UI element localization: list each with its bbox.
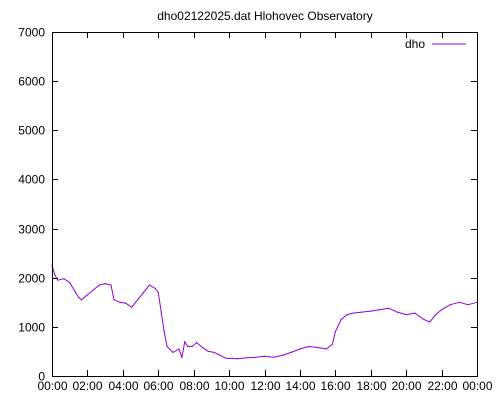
y-tick-label: 0 xyxy=(38,370,45,384)
data-point xyxy=(178,348,180,350)
data-point xyxy=(104,283,106,285)
y-tick-label: 7000 xyxy=(18,26,45,40)
data-point xyxy=(92,289,94,291)
data-point xyxy=(414,312,416,314)
x-tick-label: 04:00 xyxy=(108,379,138,393)
data-point xyxy=(370,310,372,312)
data-point xyxy=(142,291,145,294)
data-point xyxy=(429,321,431,323)
x-tick-label: 02:00 xyxy=(72,379,102,393)
data-point xyxy=(225,357,227,359)
x-tick-label: 18:00 xyxy=(356,379,386,393)
data-point xyxy=(191,345,193,348)
data-point xyxy=(54,274,56,276)
data-point xyxy=(119,301,121,303)
x-tick-label: 22:00 xyxy=(427,379,457,393)
data-point xyxy=(219,354,221,356)
data-point xyxy=(263,355,266,357)
data-point xyxy=(340,318,342,321)
x-tick-label: 14:00 xyxy=(285,379,315,393)
legend-label: dho xyxy=(405,37,425,51)
data-point xyxy=(98,284,100,286)
data-point xyxy=(387,307,390,309)
plot-area xyxy=(51,264,478,360)
series-line-dho xyxy=(51,265,478,360)
y-tick-label: 6000 xyxy=(18,75,45,89)
chart-title: dho02122025.dat Hlohovec Observatory xyxy=(157,9,372,23)
data-point xyxy=(346,314,348,316)
data-point xyxy=(331,343,333,345)
data-point xyxy=(352,312,354,314)
y-tick-label: 1000 xyxy=(18,321,45,335)
data-point xyxy=(196,342,198,344)
data-point xyxy=(334,331,336,333)
data-point xyxy=(299,348,301,350)
data-point xyxy=(57,279,59,281)
data-point xyxy=(125,302,127,304)
data-point xyxy=(184,341,186,343)
y-tick-label: 5000 xyxy=(18,124,45,138)
data-point xyxy=(166,345,168,348)
data-point xyxy=(308,345,310,348)
data-point xyxy=(110,284,112,286)
data-point xyxy=(213,351,215,353)
data-point xyxy=(154,287,156,290)
data-point xyxy=(63,278,65,280)
data-point xyxy=(467,304,469,306)
x-tick-label: 10:00 xyxy=(214,379,244,393)
data-point xyxy=(361,311,363,313)
data-point xyxy=(272,356,274,358)
data-point xyxy=(317,346,319,349)
data-point xyxy=(157,291,159,294)
data-point xyxy=(325,348,328,350)
data-point xyxy=(187,345,189,348)
x-tick-label: 06:00 xyxy=(143,379,173,393)
data-point xyxy=(405,314,407,316)
data-point xyxy=(281,354,283,356)
x-tick-label: 08:00 xyxy=(179,379,209,393)
data-point xyxy=(441,309,443,311)
data-point xyxy=(237,358,239,360)
data-point xyxy=(290,351,292,353)
y-tick-label: 4000 xyxy=(18,173,45,187)
data-point xyxy=(255,356,257,358)
data-point xyxy=(160,311,162,313)
data-point xyxy=(113,299,115,301)
legend: dho xyxy=(405,37,466,51)
y-tick-label: 2000 xyxy=(18,272,45,286)
plot-frame xyxy=(52,32,478,377)
data-point xyxy=(449,304,451,306)
x-tick-label: 16:00 xyxy=(320,379,350,393)
data-point xyxy=(423,318,425,321)
data-point xyxy=(75,291,77,294)
data-point xyxy=(86,294,88,296)
data-point xyxy=(172,351,174,353)
data-point xyxy=(396,311,398,313)
x-tick-label: 00:00 xyxy=(462,379,492,393)
x-tick-label: 12:00 xyxy=(250,379,280,393)
data-point xyxy=(379,309,381,311)
y-axis: 0 1000 2000 3000 4000 5000 6000 7000 xyxy=(18,26,477,384)
data-point xyxy=(163,331,165,333)
data-point xyxy=(181,356,183,358)
data-point xyxy=(246,357,248,359)
y-tick-label: 3000 xyxy=(18,223,45,237)
data-point xyxy=(207,350,209,352)
data-point xyxy=(131,306,133,308)
x-axis: 00:00 02:00 04:00 06:00 08:00 10:00 12:00 14:00… xyxy=(37,32,493,393)
data-point xyxy=(458,301,460,303)
data-point xyxy=(69,282,71,284)
data-point xyxy=(201,346,204,349)
data-point xyxy=(435,314,437,316)
data-point xyxy=(80,299,83,301)
x-tick-label: 00:00 xyxy=(37,379,67,393)
data-point xyxy=(148,284,150,286)
data-point xyxy=(137,299,139,301)
data-point xyxy=(78,296,80,298)
x-tick-label: 20:00 xyxy=(391,379,421,393)
